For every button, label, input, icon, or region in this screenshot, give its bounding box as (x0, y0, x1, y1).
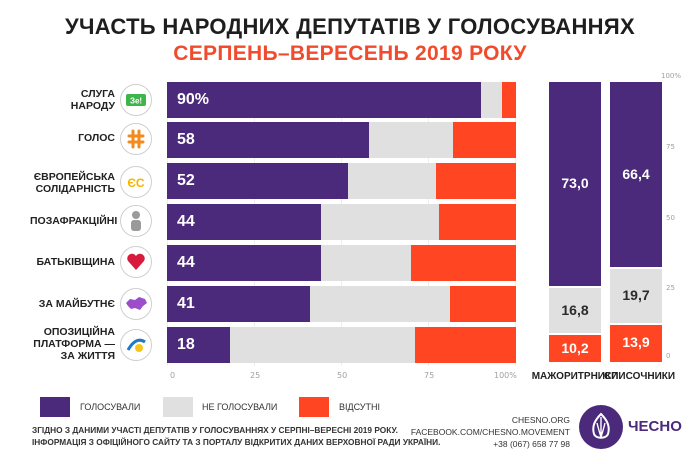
bar-value-label: 41 (177, 295, 195, 312)
x-tick-label: 75 (424, 371, 435, 380)
bar-segment-absent (453, 122, 516, 158)
category-label: ПОЗАФРАКЦІЙНІ (30, 215, 118, 227)
bar-segment-absent: 13,9 (610, 324, 662, 362)
bar-segment-not-voted (369, 122, 454, 158)
bar-segment-not-voted (320, 245, 412, 281)
bar-segment-voted: 66,4 (610, 82, 662, 268)
site-link[interactable]: CHESNO.ORG (511, 415, 570, 425)
bar-segment-absent (435, 163, 516, 199)
bar-row: 41 (167, 286, 516, 322)
bar-segment-voted: 58 (167, 122, 370, 158)
y-tick-label: 50 (666, 214, 675, 222)
category-label: СЛУГА НАРОДУ (70, 88, 115, 112)
x-tick-label: 0 (170, 371, 176, 380)
bar-segment-voted: 52 (167, 163, 349, 199)
ukraine-map-icon (120, 288, 152, 320)
column-value-label: 73,0 (561, 174, 589, 191)
bar-row: 44 (167, 245, 516, 281)
bar-segment-absent (439, 204, 516, 240)
bar-segment-voted: 41 (167, 286, 311, 322)
bar-segment-voted: 18 (167, 327, 230, 363)
footnote-line: ЗГІДНО З ДАНИМИ УЧАСТІ ДЕПУТАТІВ У ГОЛОС… (32, 425, 398, 435)
chesno-logo-icon (579, 405, 623, 449)
opzzh-logo-icon (120, 329, 152, 361)
column-label: МАЖОРИТРНИКИ (531, 371, 619, 382)
x-tick-label: 100% (494, 371, 517, 380)
yes-logo-icon: ЄС (120, 166, 152, 198)
bar-row: 18 (167, 327, 516, 363)
chart-subtitle: СЕРПЕНЬ–ВЕРЕСЕНЬ 2019 РОКУ (173, 42, 527, 65)
column-value-label: 19,7 (622, 287, 650, 303)
bar-segment-not-voted (481, 82, 503, 118)
bar-segment-voted: 44 (167, 245, 321, 281)
bar-segment-not-voted: 16,8 (549, 287, 601, 334)
category-label: ЄВРОПЕЙСЬКА СОЛІДАРНІСТЬ (33, 171, 115, 195)
bar-segment-not-voted (320, 204, 440, 240)
bar-segment-not-voted: 19,7 (610, 269, 662, 323)
bar-segment-absent: 10,2 (549, 335, 601, 362)
bar-segment-absent (449, 286, 516, 322)
x-tick-label: 25 (250, 371, 261, 380)
bar-row: 58 (167, 122, 516, 158)
x-tick-label: 50 (337, 371, 348, 380)
category-label: ЗА МАЙБУТНЄ (38, 298, 115, 310)
bar-value-label: 44 (177, 254, 195, 271)
legend-swatch-voted (40, 397, 70, 417)
bar-value-label: 44 (177, 213, 195, 230)
legend-swatch-not-voted (163, 397, 193, 417)
legend-swatch-absent (299, 397, 329, 417)
column-label: СПИСОЧНИКИ (604, 371, 676, 382)
svg-text:Зе!: Зе! (130, 97, 142, 106)
category-label: ГОЛОС (78, 132, 115, 144)
column-value-label: 16,8 (561, 301, 589, 318)
svg-text:ЄС: ЄС (127, 176, 145, 190)
heart-icon (120, 246, 152, 278)
holos-logo-icon (120, 123, 152, 155)
column-value-label: 10,2 (561, 339, 589, 356)
y-tick-label: 100% (661, 72, 682, 80)
legend-label: ВІДСУТНІ (339, 402, 381, 412)
legend-label: ГОЛОСУВАЛИ (80, 402, 141, 412)
bar-value-label: 52 (177, 172, 195, 189)
stacked-column: 66,4 19,7 13,9 (610, 82, 662, 364)
bar-segment-voted: 44 (167, 204, 321, 240)
y-tick-label: 25 (666, 284, 675, 292)
bar-row: 44 (167, 204, 516, 240)
phone-number: +38 (067) 658 77 98 (493, 439, 570, 449)
footnote-line: ІНФОРМАЦІЯ З ОФІЦІЙНОГО САЙТУ ТА З ПОРТА… (32, 437, 441, 447)
bar-row: 90% (167, 82, 516, 118)
bar-segment-not-voted (229, 327, 415, 363)
column-value-label: 66,4 (622, 165, 650, 182)
chart-title: УЧАСТЬ НАРОДНИХ ДЕПУТАТІВ У ГОЛОСУВАННЯХ (65, 14, 635, 39)
category-label: ОПОЗИЦІЙНА ПЛАТФОРМА — ЗА ЖИТТЯ (33, 326, 115, 362)
bar-row: 52 (167, 163, 516, 199)
bar-segment-absent (414, 327, 516, 363)
bar-segment-absent (502, 82, 516, 118)
y-tick-label: 0 (666, 352, 671, 360)
sluha-narodu-logo-icon: Зе! (120, 84, 152, 116)
legend-label: НЕ ГОЛОСУВАЛИ (202, 402, 278, 412)
logo-text: ЧЕСНО (628, 418, 682, 435)
person-silhouette-icon (120, 205, 152, 237)
bar-segment-not-voted (310, 286, 450, 322)
category-label: БАТЬКІВЩИНА (36, 256, 116, 268)
bar-segment-not-voted (348, 163, 436, 199)
bar-value-label: 90% (177, 91, 210, 108)
stacked-column: 73,0 16,8 10,2 (549, 82, 601, 364)
bar-value-label: 58 (177, 131, 195, 148)
bar-segment-absent (411, 245, 516, 281)
bar-value-label: 18 (177, 336, 195, 353)
column-value-label: 13,9 (622, 334, 650, 351)
bar-segment-voted: 90% (167, 82, 482, 118)
bar-segment-voted: 73,0 (549, 82, 601, 286)
y-tick-label: 75 (666, 143, 675, 151)
facebook-link[interactable]: FACEBOOK.COM/CHESNO.MOVEMENT (410, 427, 570, 437)
